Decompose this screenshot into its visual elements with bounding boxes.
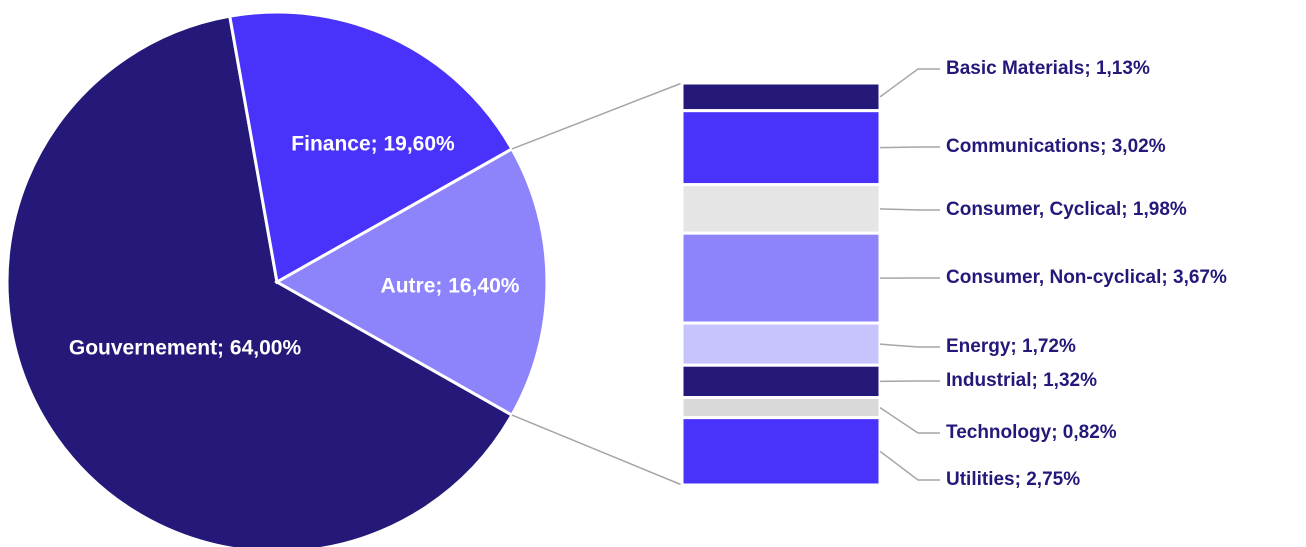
bar-segment-technology [680,396,882,420]
pie-to-bar-connectors [511,82,683,486]
connector-bottom [511,414,683,486]
pie-label-finance: Finance; 19,60% [291,133,455,156]
pie-label-gouvernement: Gouvernement; 64,00% [69,337,302,360]
bar-segment-communications [680,109,882,187]
bar-label-consumer-non-cyclical: Consumer, Non-cyclical; 3,67% [946,267,1227,288]
stacked-bar [680,81,882,487]
leader-energy [879,343,940,348]
leader-basic-materials [879,68,940,98]
pie-slice-finance [228,10,514,285]
leader-technology [879,406,940,434]
bar-segment-basic-materials [680,81,882,113]
data-labels: Gouvernement; 64,00% Finance; 19,60% Autre… [69,58,1227,490]
bar-label-industrial: Industrial; 1,32% [946,370,1097,391]
leader-communications [879,146,940,149]
leader-utilities [879,450,940,481]
connector-top [511,82,683,150]
pie-label-autre: Autre; 16,40% [381,275,520,298]
bar-label-energy: Energy; 1,72% [946,336,1076,357]
bar-label-technology: Technology; 0,82% [946,422,1117,443]
bar-segment-utilities [680,416,882,487]
bar-segment-consumer-non-cyclical [680,231,882,325]
bar-label-consumer-cyclical: Consumer, Cyclical; 1,98% [946,199,1187,220]
pie [5,10,549,547]
bar-segment-energy [680,321,882,367]
bar-segment-industrial [680,363,882,400]
pie-slice-autre [273,146,549,418]
bar-label-communications: Communications; 3,02% [946,136,1166,157]
bar-label-basic-materials: Basic Materials; 1,13% [946,58,1150,79]
pie-slice-gouvernement [5,14,514,547]
bar-label-utilities: Utilities; 2,75% [946,469,1080,490]
leader-lines [879,68,940,481]
bar-segment-consumer-cyclical [680,183,882,235]
leader-consumer-cyclical [879,208,940,211]
